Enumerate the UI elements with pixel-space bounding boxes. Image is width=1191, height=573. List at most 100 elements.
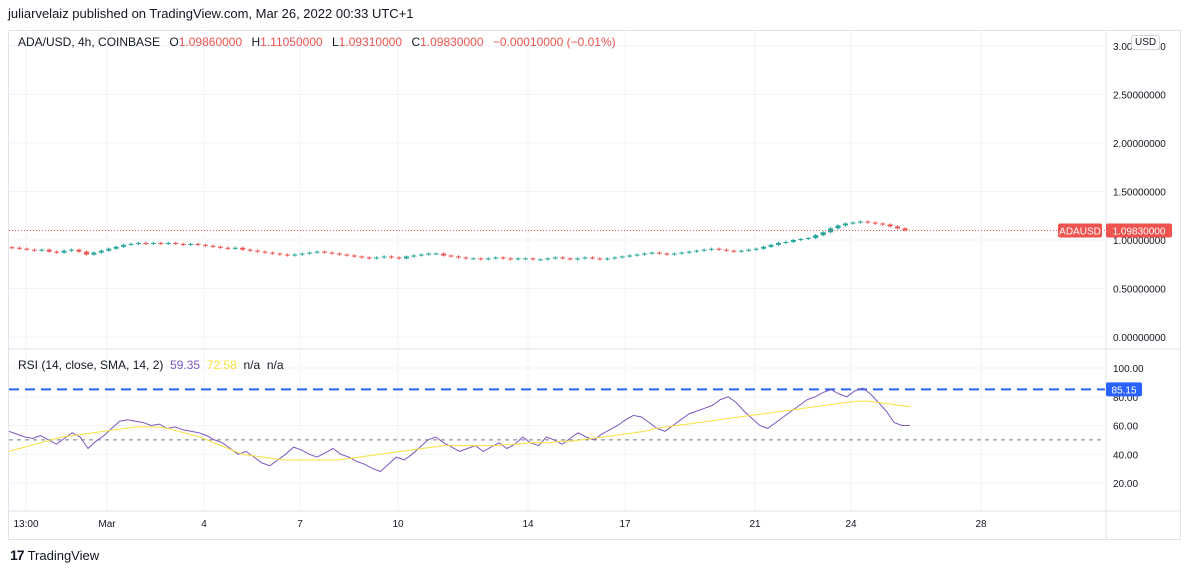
rsi-value: 59.35 [170, 358, 201, 372]
candle-body [329, 252, 335, 254]
candle-body [560, 257, 566, 259]
candle-body [240, 247, 246, 250]
high-label: H [251, 35, 261, 49]
rsi-title: RSI (14, close, SMA, 14, 2) [18, 358, 164, 372]
candle-body [121, 244, 127, 247]
close-label: C [411, 35, 421, 49]
rsi-na-2: n/a [266, 358, 284, 372]
candle-body [284, 254, 290, 256]
candle-body [76, 249, 82, 252]
candle-body [723, 249, 729, 251]
candle-body [612, 257, 618, 259]
candle-body [314, 251, 320, 253]
rsi-tick-label: 60.00 [1113, 422, 1138, 433]
candle-body [456, 256, 461, 258]
candle-body [850, 222, 856, 224]
candle-body [537, 259, 543, 261]
rsi-tick-label: 80.00 [1113, 393, 1138, 404]
time-tick-label: 17 [619, 519, 631, 530]
candle-body [738, 250, 744, 252]
candle-body [24, 248, 30, 250]
candle-body [277, 253, 283, 255]
candle-body [895, 226, 901, 229]
candle-body [322, 251, 328, 253]
candle-body [225, 247, 231, 249]
tradingview-logo[interactable]: 17 TradingView [10, 547, 99, 563]
candle-body [485, 258, 491, 260]
currency-badge[interactable]: USD [1131, 35, 1161, 50]
candle-body [16, 247, 22, 249]
candle-body [515, 258, 521, 260]
candle-body [619, 256, 625, 258]
candle-body [210, 245, 216, 247]
candle-body [522, 258, 528, 260]
time-tick-label: Mar [98, 519, 116, 530]
candle-body [835, 225, 841, 229]
candle-body [441, 253, 447, 256]
change-value: −0.00010000 (−0.01%) [492, 35, 616, 49]
price-tick-label: 2.50000000 [1113, 91, 1166, 102]
candle-body [671, 253, 677, 255]
rsi-na-1: n/a [243, 358, 261, 372]
candle-body [887, 224, 893, 227]
last-symbol-tag [1058, 223, 1102, 238]
candle-body [761, 246, 767, 249]
candle-body [731, 250, 737, 252]
rsi-tick-label: 100.00 [1113, 364, 1144, 375]
candle-body [552, 257, 558, 259]
price-legend: ADA/USD, 4h, COINBASE O1.09860000 H1.110… [18, 35, 616, 49]
candle-body [180, 243, 186, 245]
time-tick-label: 13:00 [13, 519, 38, 530]
candle-body [790, 240, 796, 242]
candle-body [202, 244, 208, 246]
rsi-tick-label: 40.00 [1113, 450, 1138, 461]
candle-body [679, 252, 685, 254]
candle-body [307, 252, 313, 254]
candle-body [664, 253, 670, 255]
candle-body [381, 256, 387, 258]
candle-body [478, 258, 484, 260]
candle-body [686, 251, 692, 253]
open-value: 1.09860000 [178, 35, 243, 49]
brand-name: TradingView [27, 547, 100, 563]
candle-body [589, 257, 595, 259]
candle-body [701, 249, 707, 251]
candle-body [634, 254, 640, 256]
rsi-sma-value: 72.58 [206, 358, 237, 372]
price-tick-label: 1.50000000 [1113, 188, 1166, 199]
open-label: O [169, 35, 179, 49]
candle-body [545, 258, 551, 260]
candle-body [359, 256, 365, 258]
candle-body [597, 258, 603, 260]
last-symbol-text: ADAUSD [1059, 226, 1101, 237]
candle-body [269, 252, 275, 254]
candle-body [173, 242, 179, 244]
candle-body [366, 257, 372, 259]
candle-body [842, 223, 848, 226]
candle-body [247, 249, 253, 251]
low-label: L [332, 35, 339, 49]
price-tick-label: 0.00000000 [1113, 333, 1166, 344]
tradingview-mark-icon: 17 [10, 547, 25, 563]
candle-body [54, 251, 60, 253]
candle-body [798, 239, 804, 241]
time-tick-label: 7 [297, 519, 303, 530]
candle-body [106, 248, 112, 251]
candle-body [649, 252, 655, 254]
candle-body [865, 221, 871, 223]
candle-body [113, 246, 119, 249]
candle-body [902, 228, 908, 231]
candle-body [872, 222, 878, 224]
candle-body [642, 253, 648, 255]
time-tick-label: 14 [522, 519, 534, 530]
candle-body [411, 255, 417, 257]
candle-body [143, 242, 149, 244]
candle-body [98, 250, 104, 253]
rsi-legend: RSI (14, close, SMA, 14, 2) 59.35 72.58 … [18, 358, 284, 372]
candle-body [448, 255, 454, 257]
candle-body [374, 257, 380, 259]
chart-frame [8, 30, 1181, 540]
rsi-level-text: 85.15 [1111, 385, 1136, 396]
time-tick-label: 4 [201, 519, 207, 530]
